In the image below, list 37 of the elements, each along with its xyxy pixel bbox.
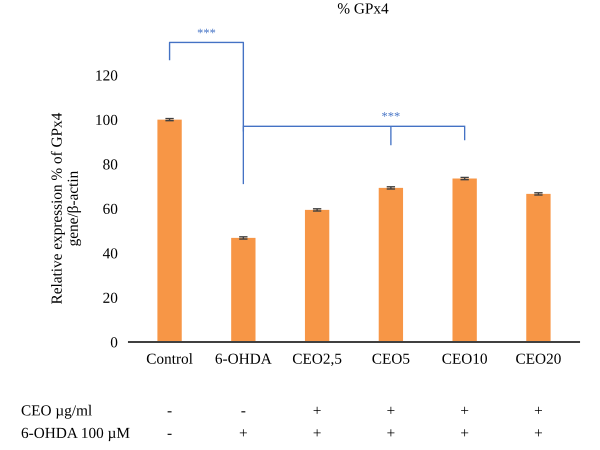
y-tick-label: 80 bbox=[103, 159, 118, 170]
text: 6-OHDA 100 µM bbox=[22, 428, 130, 442]
bar bbox=[157, 120, 182, 342]
text: + bbox=[461, 406, 468, 414]
y-tick-label: 0 bbox=[110, 337, 118, 348]
bar bbox=[452, 178, 477, 342]
y-tick-label: 20 bbox=[103, 292, 118, 303]
text: + bbox=[314, 429, 321, 436]
x-tick-label: Control bbox=[146, 353, 193, 364]
text: - bbox=[241, 411, 246, 412]
text: - bbox=[168, 411, 172, 412]
text: + bbox=[534, 429, 542, 436]
y-tick-label: 60 bbox=[103, 204, 118, 214]
chart-title: % GPx4 bbox=[338, 3, 388, 14]
x-tick-label: CEO20 bbox=[516, 354, 561, 364]
bar bbox=[304, 210, 330, 342]
text: + bbox=[461, 429, 468, 436]
text: + bbox=[387, 429, 394, 436]
text: + bbox=[314, 406, 321, 414]
text: + bbox=[240, 429, 247, 436]
annotation: *** bbox=[382, 112, 400, 117]
text: - bbox=[168, 434, 172, 435]
y-tick-label: 40 bbox=[102, 248, 118, 258]
y-tick-label: 100 bbox=[96, 114, 118, 126]
x-tick-label: CEO5 bbox=[372, 354, 410, 364]
y-tick-label: 120 bbox=[96, 70, 118, 81]
bar bbox=[231, 238, 256, 342]
x-tick-label: CEO2,5 bbox=[292, 354, 342, 366]
bar bbox=[526, 194, 551, 342]
text: + bbox=[387, 406, 394, 414]
x-tick-label: CEO10 bbox=[442, 354, 487, 364]
text: CEO µg/ml bbox=[22, 404, 92, 419]
text: + bbox=[534, 406, 542, 414]
y-axis-title: Relative expression % of GPx4 gene/β-actin bbox=[50, 112, 82, 304]
x-tick-label: 6-OHDA bbox=[216, 354, 272, 364]
text: *** bbox=[198, 28, 216, 34]
bar bbox=[378, 188, 404, 342]
